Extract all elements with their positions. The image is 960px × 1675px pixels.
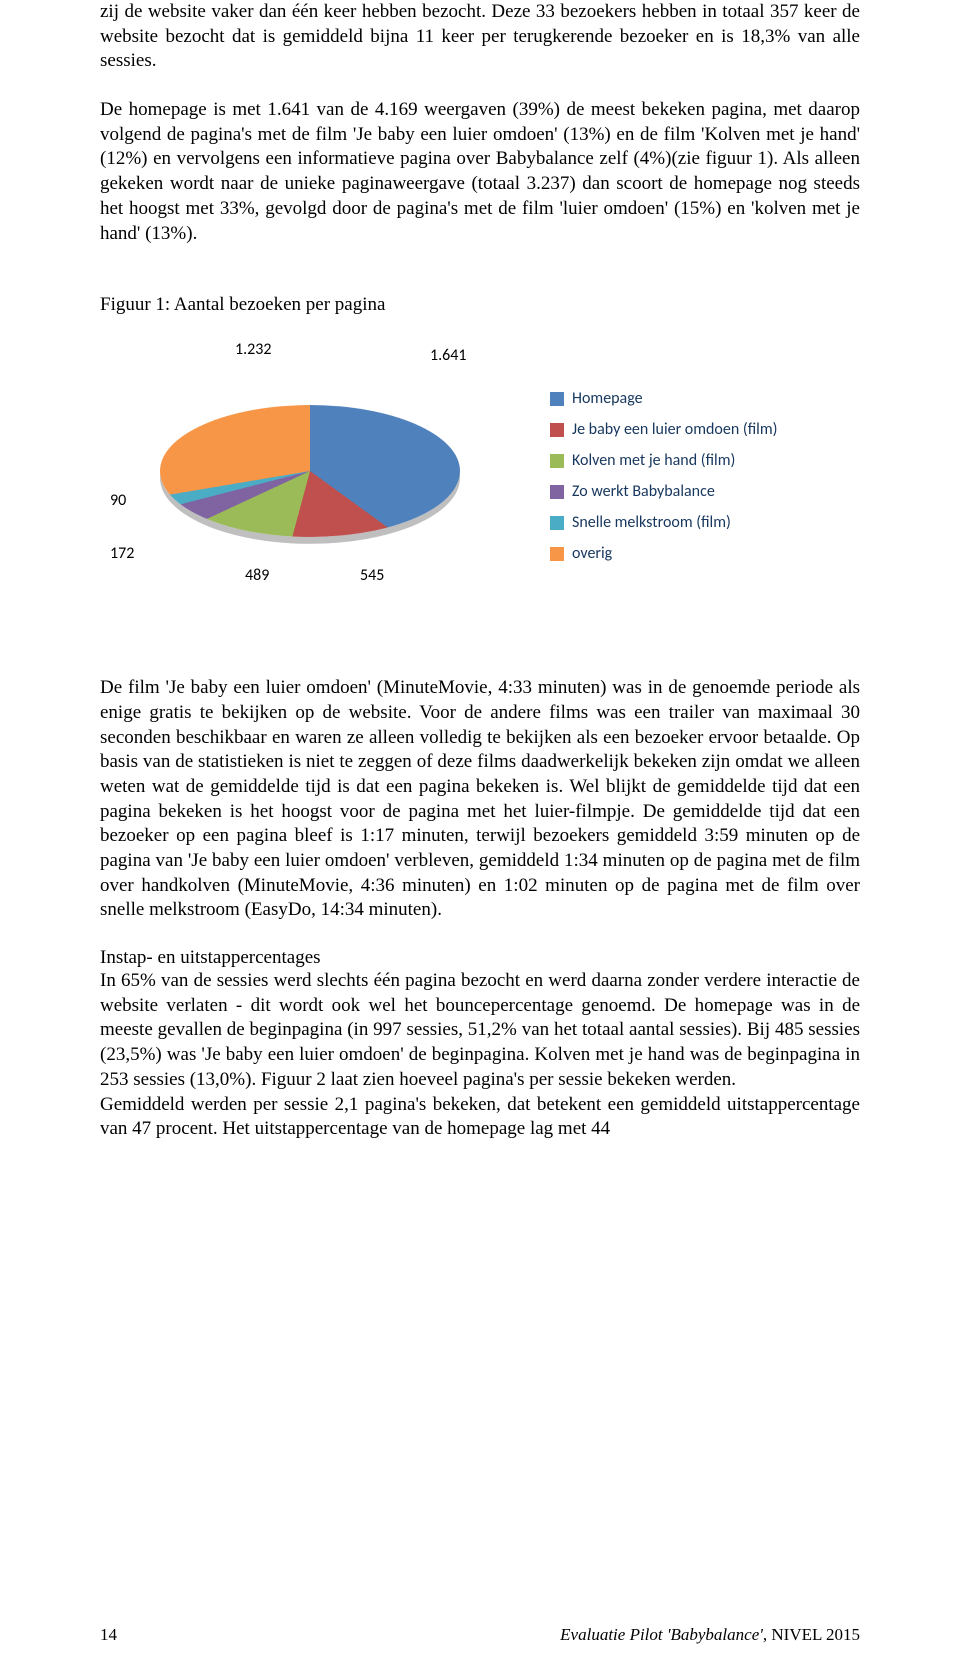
pie-slice-value: 1.232 <box>235 340 271 359</box>
body-paragraph-2: De homepage is met 1.641 van de 4.169 we… <box>100 98 860 246</box>
legend-label: Homepage <box>572 389 643 408</box>
legend-swatch <box>550 423 564 437</box>
footer-normal: , NIVEL 2015 <box>763 1625 860 1644</box>
section-subhead: Instap- en uitstappercentages <box>100 947 860 969</box>
footer-citation: Evaluatie Pilot 'Babybalance', NIVEL 201… <box>560 1625 860 1645</box>
legend-swatch <box>550 547 564 561</box>
page-footer: 14 Evaluatie Pilot 'Babybalance', NIVEL … <box>100 1625 860 1645</box>
legend-item: Snelle melkstroom (film) <box>550 513 777 532</box>
pie-slice-value: 489 <box>245 566 269 585</box>
legend-swatch <box>550 454 564 468</box>
pie-slice-value: 545 <box>360 566 384 585</box>
legend-label: overig <box>572 544 612 563</box>
pie-disc <box>160 405 460 537</box>
pie-legend: Homepage Je baby een luier omdoen (film) K… <box>550 389 777 563</box>
pie-slice-value: 1.641 <box>430 346 466 365</box>
pie-slice-value: 172 <box>110 544 134 563</box>
legend-item: Homepage <box>550 389 777 408</box>
page-number: 14 <box>100 1625 117 1645</box>
pie-chart: 1.641 545 489 172 90 1.232 <box>100 336 520 616</box>
legend-label: Je baby een luier omdoen (film) <box>572 420 777 439</box>
legend-swatch <box>550 392 564 406</box>
pie-chart-figure: 1.641 545 489 172 90 1.232 Homepage Je baby ee… <box>100 336 860 616</box>
legend-label: Kolven met je hand (film) <box>572 451 735 470</box>
body-paragraph-3: De film 'Je baby een luier omdoen' (Minu… <box>100 676 860 923</box>
footer-italic: Evaluatie Pilot 'Babybalance' <box>560 1625 763 1644</box>
body-paragraph-1: zij de website vaker dan één keer hebben… <box>100 0 860 74</box>
legend-item: Zo werkt Babybalance <box>550 482 777 501</box>
pie-slice-value: 90 <box>110 491 126 510</box>
legend-item: Kolven met je hand (film) <box>550 451 777 470</box>
legend-item: Je baby een luier omdoen (film) <box>550 420 777 439</box>
figure-title: Figuur 1: Aantal bezoeken per pagina <box>100 294 860 316</box>
legend-label: Zo werkt Babybalance <box>572 482 715 501</box>
legend-label: Snelle melkstroom (film) <box>572 513 731 532</box>
body-paragraph-4: In 65% van de sessies werd slechts één p… <box>100 969 860 1092</box>
body-paragraph-5: Gemiddeld werden per sessie 2,1 pagina's… <box>100 1093 860 1142</box>
legend-swatch <box>550 516 564 530</box>
legend-item: overig <box>550 544 777 563</box>
legend-swatch <box>550 485 564 499</box>
